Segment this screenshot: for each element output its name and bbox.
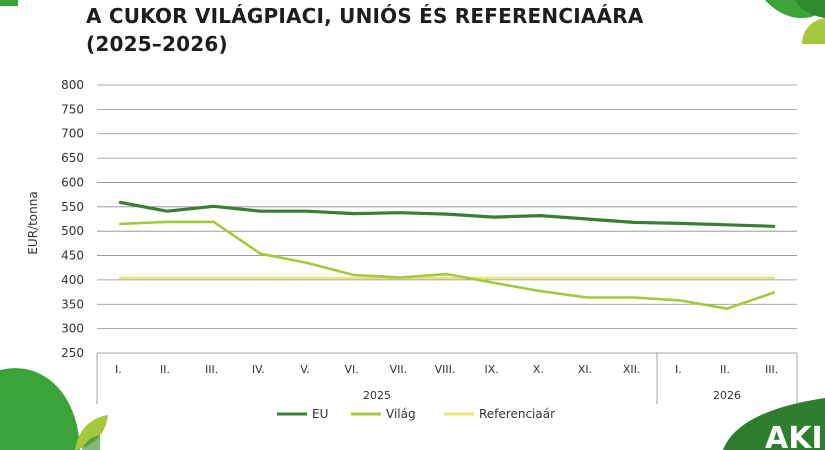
x-tick-label: I. [675, 363, 682, 376]
x-tick-label: III. [765, 363, 778, 376]
chart-title: A CUKOR VILÁGPIACI, UNIÓS ÉS REFERENCIAÁ… [86, 2, 644, 58]
y-tick-label: 800 [61, 78, 84, 92]
decorative-leaf-top-left [0, 0, 18, 6]
legend-label: Referenciaár [479, 407, 555, 421]
y-tick-label: 500 [61, 224, 84, 238]
x-tick-label: IV. [252, 363, 265, 376]
x-tick-label: V. [300, 363, 310, 376]
y-axis-ticks: 250 300 350 400 450 500 550 600 650 700 750 800 [61, 78, 84, 360]
y-tick-label: 250 [61, 346, 84, 360]
x-tick-label: X. [533, 363, 544, 376]
x-group-label: 2026 [713, 389, 741, 402]
decorative-leaf-bottom-left [0, 368, 108, 450]
y-tick-label: 300 [61, 322, 84, 336]
x-group-label: 2025 [363, 389, 391, 402]
x-tick-label: II. [160, 363, 170, 376]
y-tick-label: 550 [61, 200, 84, 214]
aki-logo: AKI [723, 398, 825, 450]
x-tick-label: VIII. [435, 363, 456, 376]
x-tick-label: II. [720, 363, 730, 376]
chart-title-line2: (2025–2026) [86, 32, 228, 56]
legend-label: EU [312, 407, 328, 421]
y-tick-label: 650 [61, 151, 84, 165]
series-line-EU [118, 200, 776, 228]
x-tick-label: XI. [578, 363, 592, 376]
x-tick-label: VII. [390, 363, 408, 376]
y-tick-label: 750 [61, 102, 84, 116]
series-lines [118, 200, 776, 311]
y-tick-label: 450 [61, 249, 84, 263]
aki-logo-text: AKI [765, 421, 823, 450]
x-tick-label: I. [115, 363, 122, 376]
y-tick-label: 700 [61, 127, 84, 141]
legend: EU Világ Referenciaár [277, 407, 555, 421]
legend-label: Világ [386, 407, 416, 421]
chart-title-line1: A CUKOR VILÁGPIACI, UNIÓS ÉS REFERENCIAÁ… [86, 4, 644, 28]
series-line-Világ [119, 220, 776, 311]
grid-lines [97, 84, 797, 354]
x-tick-label: VI. [345, 363, 359, 376]
y-tick-label: 350 [61, 297, 84, 311]
y-tick-label: 400 [61, 273, 84, 287]
x-tick-label: IX. [485, 363, 499, 376]
y-tick-label: 600 [61, 175, 84, 189]
x-axis: I. II. III. IV. V. VI. VII. VIII. IX. X. XI. XII. I.… [96, 353, 798, 404]
x-tick-label: XII. [623, 363, 641, 376]
y-axis-label: EUR/tonna [26, 191, 40, 254]
decorative-leaf-top-right [765, 0, 825, 44]
x-tick-label: III. [205, 363, 218, 376]
